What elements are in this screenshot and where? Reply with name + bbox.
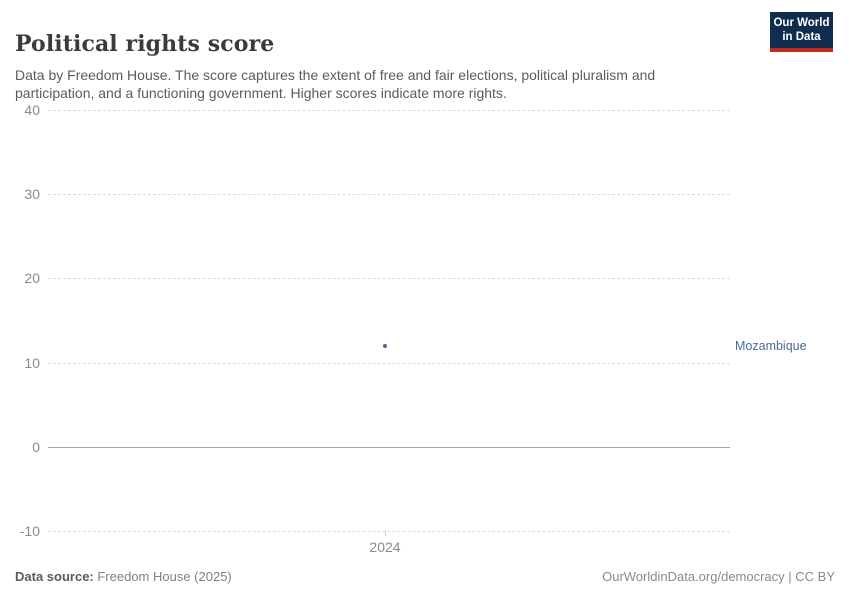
x-tick-mark [385,531,386,536]
y-tick-label: 30 [24,186,40,203]
owid-logo-line2: in Data [782,30,821,43]
y-tick-label: -10 [19,523,40,539]
data-source-label: Data source: [15,569,94,584]
x-tick-label: 2024 [369,539,401,555]
gridline [48,531,730,532]
y-tick-label: 0 [32,438,40,455]
y-tick-label: 20 [24,270,40,287]
y-tick-label: 40 [24,102,40,118]
owid-logo-line1: Our World [773,17,830,29]
data-source-note: Data source: Freedom House (2025) [15,569,232,584]
page-title: Political rights score [15,30,275,57]
y-tick-label: 10 [24,354,40,371]
data-source-value: Freedom House (2025) [93,569,232,584]
gridline [48,110,730,111]
gridline [48,362,730,364]
license-note: OurWorldinData.org/democracy | CC BY [602,569,835,584]
zero-line [48,446,730,448]
gridline [48,278,730,280]
chart-subtitle: Data by Freedom House. The score capture… [15,67,656,101]
gridline [48,194,730,196]
entity-label[interactable]: Mozambique [735,338,807,353]
owid-logo[interactable]: Our World in Data [770,12,833,52]
data-point[interactable] [382,343,388,349]
